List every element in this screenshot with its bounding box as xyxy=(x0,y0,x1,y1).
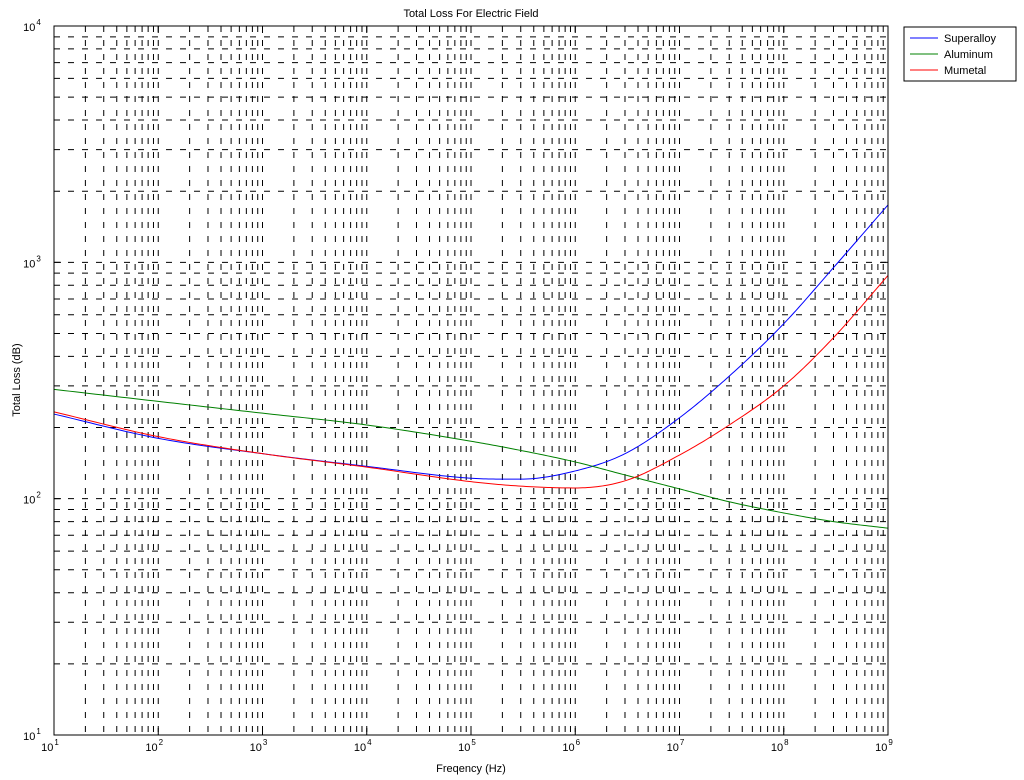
x-tick-exponent: 1 xyxy=(54,738,59,747)
grid xyxy=(53,25,889,736)
plot-frame xyxy=(53,25,889,736)
chart-title: Total Loss For Electric Field xyxy=(403,8,538,20)
legend-label: Superalloy xyxy=(944,33,996,45)
x-tick-label: 109 xyxy=(875,738,893,754)
x-tick-exponent: 7 xyxy=(680,738,685,747)
x-tick-label: 102 xyxy=(145,738,163,754)
legend-label: Aluminum xyxy=(944,49,993,61)
x-tick-label: 103 xyxy=(250,738,268,754)
y-tick-exponent: 2 xyxy=(36,491,41,500)
y-tick-label: 103 xyxy=(23,254,41,270)
legend-label: Mumetal xyxy=(944,65,986,77)
series-line-mumetal xyxy=(53,275,889,489)
y-axis-title: Total Loss (dB) xyxy=(11,343,23,416)
x-tick-label: 101 xyxy=(41,738,59,754)
y-tick-label: 104 xyxy=(23,18,41,34)
y-tick-exponent: 3 xyxy=(36,254,41,263)
x-tick-label: 107 xyxy=(667,738,685,754)
y-tick-labels: 101 102 103 104 xyxy=(23,18,41,743)
x-tick-exponent: 3 xyxy=(263,738,268,747)
y-tick-label: 102 xyxy=(23,491,41,507)
y-tick-exponent: 1 xyxy=(36,727,41,736)
y-tick-exponent: 4 xyxy=(36,18,41,27)
x-tick-exponent: 5 xyxy=(471,738,476,747)
x-tick-label: 104 xyxy=(354,738,372,754)
x-tick-exponent: 6 xyxy=(576,738,581,747)
x-tick-exponent: 8 xyxy=(784,738,789,747)
x-tick-exponent: 4 xyxy=(367,738,372,747)
y-tick-label: 101 xyxy=(23,727,41,743)
x-tick-label: 105 xyxy=(458,738,476,754)
x-tick-label: 108 xyxy=(771,738,789,754)
x-tick-exponent: 9 xyxy=(888,738,893,747)
x-axis-title: Freqency (Hz) xyxy=(436,763,506,775)
series-lines xyxy=(53,204,889,529)
x-tick-exponent: 2 xyxy=(159,738,164,747)
legend: Superalloy Aluminum Mumetal xyxy=(903,26,1017,82)
x-tick-label: 106 xyxy=(562,738,580,754)
x-tick-labels: 101 102 103 104 105 106 107 108 109 xyxy=(41,738,893,754)
series-line-aluminum xyxy=(53,388,889,529)
